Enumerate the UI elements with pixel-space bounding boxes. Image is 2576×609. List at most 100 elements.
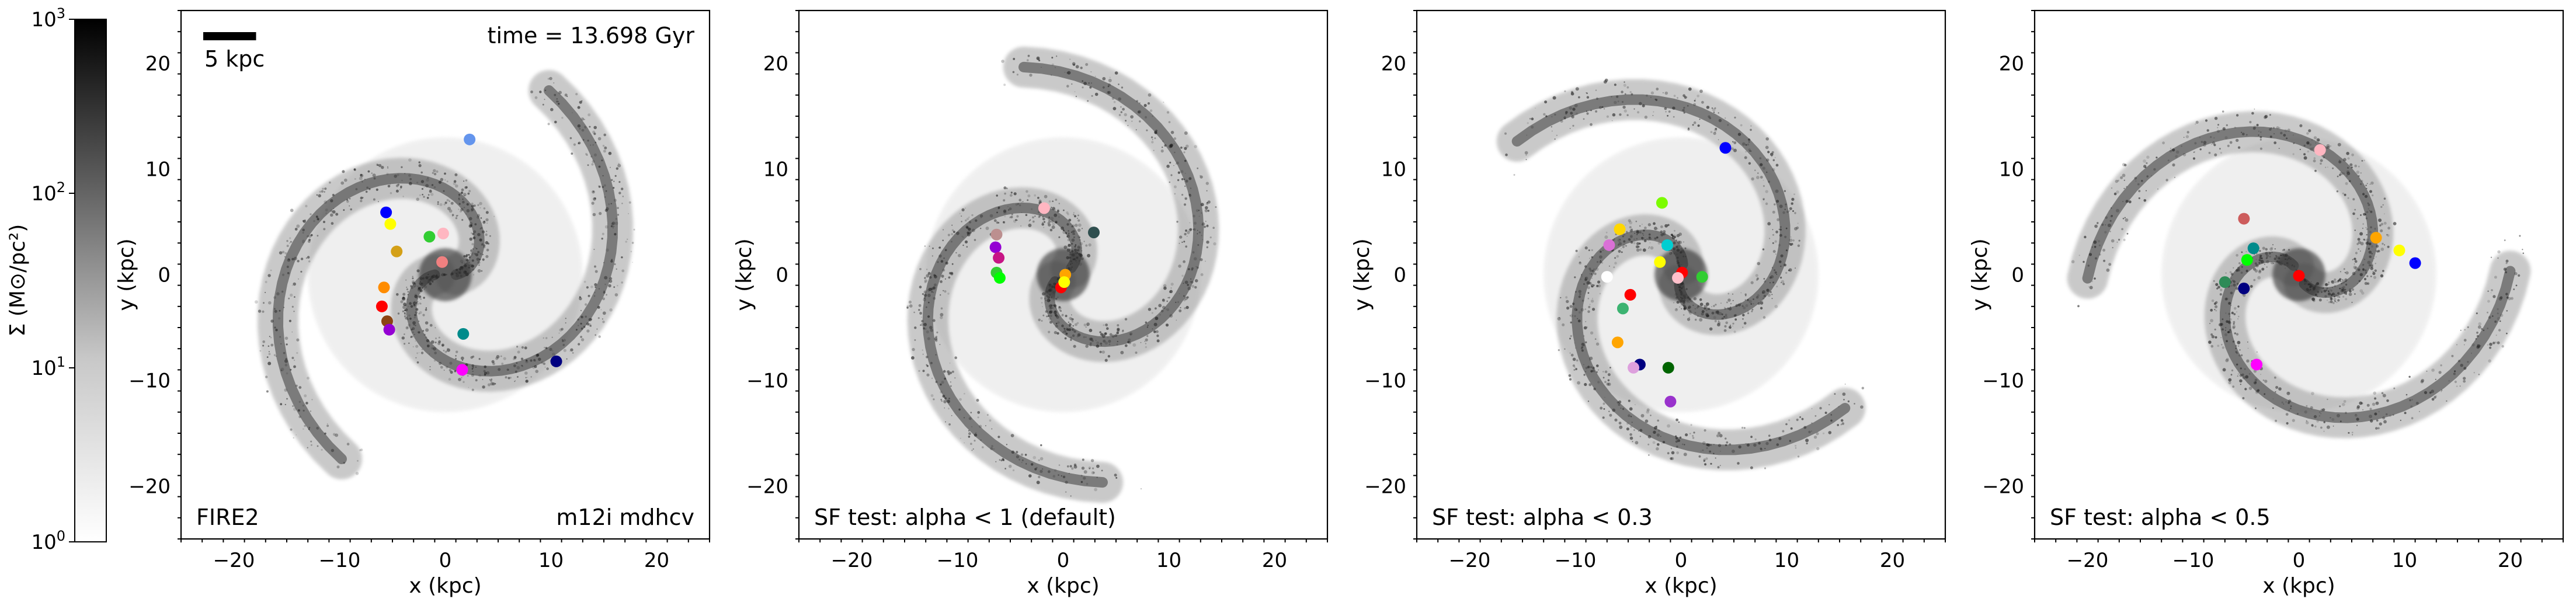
density-speckle xyxy=(1726,441,1729,444)
y-tick-label: 0 xyxy=(2011,264,2024,287)
density-speckle xyxy=(2337,413,2340,417)
density-speckle xyxy=(1784,235,1787,238)
density-speckle xyxy=(1608,265,1610,267)
density-speckle xyxy=(2273,141,2277,145)
density-speckle xyxy=(1797,244,1800,247)
density-speckle xyxy=(2345,298,2348,301)
density-speckle xyxy=(582,118,585,120)
density-speckle xyxy=(2261,260,2262,262)
density-speckle xyxy=(622,196,624,197)
density-speckle xyxy=(1621,248,1622,249)
density-speckle xyxy=(1194,286,1197,289)
density-speckle xyxy=(1049,228,1053,232)
density-speckle xyxy=(997,206,1000,209)
density-speckle xyxy=(2126,232,2129,235)
density-speckle xyxy=(2357,238,2361,241)
density-speckle xyxy=(1200,175,1203,179)
density-speckle xyxy=(1544,100,1548,104)
density-speckle xyxy=(2336,301,2338,303)
density-speckle xyxy=(2497,341,2500,344)
density-speckle xyxy=(2271,246,2273,250)
density-speckle xyxy=(2328,301,2331,304)
density-speckle xyxy=(267,361,272,366)
density-speckle xyxy=(1715,132,1716,133)
density-speckle xyxy=(1790,236,1792,238)
density-speckle xyxy=(321,448,323,451)
density-speckle xyxy=(413,333,415,335)
density-speckle xyxy=(505,376,507,379)
density-speckle xyxy=(2513,288,2515,290)
density-speckle xyxy=(493,215,495,217)
density-speckle xyxy=(1652,441,1656,444)
cluster-point xyxy=(550,355,562,367)
density-speckle xyxy=(1177,171,1181,174)
density-speckle xyxy=(1593,268,1595,270)
density-speckle xyxy=(2309,143,2312,146)
density-speckle xyxy=(1656,88,1659,91)
density-speckle xyxy=(591,201,595,205)
density-speckle xyxy=(943,290,944,291)
density-speckle xyxy=(962,236,964,238)
density-speckle xyxy=(1639,436,1642,437)
density-speckle xyxy=(1602,402,1605,405)
density-speckle xyxy=(1747,299,1749,301)
density-speckle xyxy=(2365,269,2367,272)
density-speckle xyxy=(1676,301,1680,304)
density-speckle xyxy=(924,277,926,279)
density-speckle xyxy=(603,133,606,137)
density-speckle xyxy=(1572,107,1576,111)
density-speckle xyxy=(454,173,458,176)
density-speckle xyxy=(1163,102,1164,103)
density-speckle xyxy=(1091,82,1092,84)
density-speckle xyxy=(1071,238,1075,242)
density-speckle xyxy=(1686,300,1689,303)
density-speckle xyxy=(346,200,349,203)
y-tick-label: −20 xyxy=(1982,475,2024,499)
density-speckle xyxy=(517,350,520,354)
density-speckle xyxy=(1568,374,1572,377)
density-speckle xyxy=(993,448,995,450)
density-speckle xyxy=(405,317,408,320)
density-speckle xyxy=(1155,307,1157,310)
x-tick-label: −10 xyxy=(2172,549,2215,572)
density-speckle xyxy=(2330,297,2333,301)
density-speckle xyxy=(2328,281,2330,284)
density-speckle xyxy=(291,331,293,333)
density-speckle xyxy=(2343,268,2345,270)
density-speckle xyxy=(1767,222,1771,226)
density-speckle xyxy=(1690,424,1692,426)
density-speckle xyxy=(2320,162,2322,165)
density-speckle xyxy=(1122,329,1124,332)
density-speckle xyxy=(2356,170,2360,174)
density-speckle xyxy=(1066,234,1070,238)
density-speckle xyxy=(1636,231,1639,234)
density-speckle xyxy=(1183,146,1185,148)
density-speckle xyxy=(585,153,587,155)
density-speckle xyxy=(2105,216,2108,220)
density-speckle xyxy=(950,381,951,383)
density-speckle xyxy=(1150,136,1153,138)
density-speckle xyxy=(1070,314,1072,316)
density-speckle xyxy=(2230,284,2233,287)
density-speckle xyxy=(1700,450,1702,452)
density-speckle xyxy=(1748,162,1751,165)
density-speckle xyxy=(587,164,589,166)
density-speckle xyxy=(419,293,421,294)
density-speckle xyxy=(1531,126,1534,129)
y-tick-label: −20 xyxy=(746,475,788,499)
density-speckle xyxy=(1757,262,1761,266)
density-speckle xyxy=(305,204,308,208)
density-speckle xyxy=(1049,304,1053,308)
density-speckle xyxy=(1588,267,1591,270)
density-speckle xyxy=(603,149,606,153)
density-speckle xyxy=(2343,400,2346,403)
density-speckle xyxy=(1179,293,1180,294)
density-speckle xyxy=(2289,408,2292,410)
density-speckle xyxy=(353,168,356,170)
density-speckle xyxy=(1207,224,1208,226)
density-speckle xyxy=(483,207,486,210)
density-speckle xyxy=(395,189,399,193)
density-speckle xyxy=(1602,371,1604,373)
density-speckle xyxy=(2206,129,2209,132)
density-speckle xyxy=(427,194,430,196)
